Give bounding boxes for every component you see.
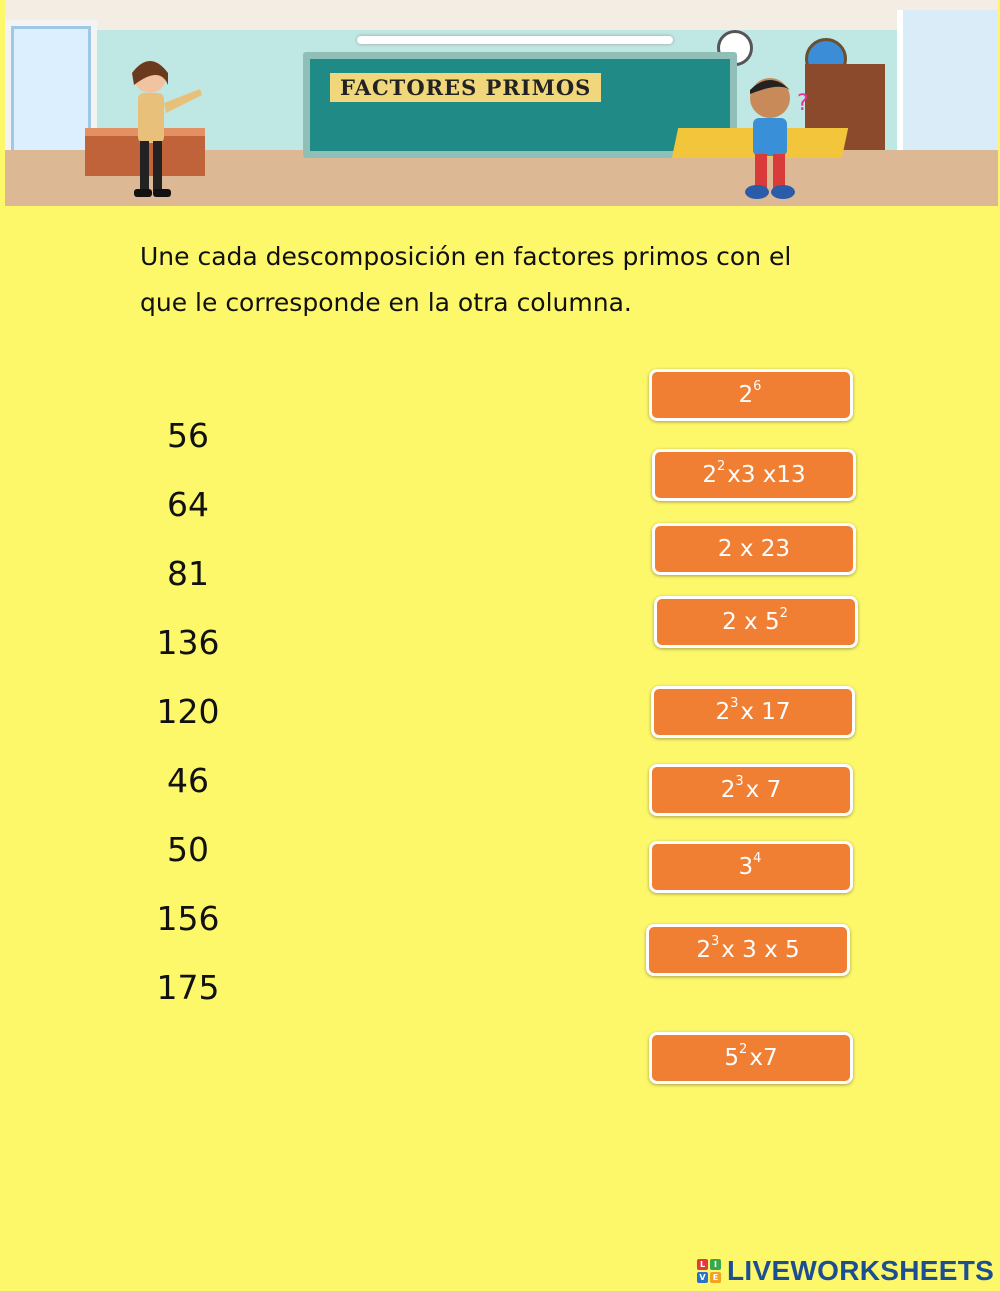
chalkboard: FACTORES PRIMOS xyxy=(303,52,737,158)
number-item: 120 xyxy=(156,692,220,731)
logo-text: LIVEWORKSHEETS xyxy=(727,1255,995,1286)
answer-base: 2 xyxy=(715,699,731,725)
answer-base: 2 xyxy=(738,382,754,408)
answer-exponent: 2 xyxy=(716,458,726,474)
answer-rest: x 3 x 5 xyxy=(721,937,800,963)
answer-rest: x7 xyxy=(749,1045,778,1071)
number-item: 46 xyxy=(167,761,209,800)
number-item: 175 xyxy=(156,968,220,1007)
answer-rest: x3 x13 xyxy=(727,462,806,488)
answer-chip[interactable]: 2 2 x3 x13 xyxy=(652,449,856,501)
logo-letter: E xyxy=(710,1272,721,1283)
answer-base: 3 xyxy=(738,854,754,880)
answer-exponent: 6 xyxy=(753,378,762,394)
logo-letter: V xyxy=(697,1272,708,1283)
instructions-line-1: Une cada descomposición en factores prim… xyxy=(140,242,792,271)
answer-base: 2 x 23 xyxy=(717,536,791,562)
number-item: 136 xyxy=(156,623,220,662)
number-item: 50 xyxy=(167,830,209,869)
number-item: 56 xyxy=(167,416,209,455)
liveworksheets-logo: L I V E LIVEWORKSHEETS xyxy=(697,1255,994,1287)
logo-letter: I xyxy=(710,1259,721,1270)
teacher-illustration xyxy=(132,61,202,197)
logo-mark-icon: L I V E xyxy=(697,1259,721,1283)
banner-wall xyxy=(5,0,998,30)
svg-text:?: ? xyxy=(797,91,809,116)
ceiling-light xyxy=(357,36,673,44)
student-illustration: ? xyxy=(745,78,809,199)
answer-exponent: 2 xyxy=(739,1041,748,1057)
logo-letter: L xyxy=(697,1259,708,1270)
answer-base: 2 xyxy=(696,937,711,963)
answer-exponent: 3 xyxy=(735,773,744,789)
answer-base: 2 xyxy=(720,777,736,803)
number-item: 156 xyxy=(156,899,220,938)
instructions-text: Une cada descomposición en factores prim… xyxy=(140,234,860,326)
answer-chip[interactable]: 2 x 23 xyxy=(652,523,856,575)
answer-rest: x 17 xyxy=(740,699,791,725)
answer-exponent: 4 xyxy=(753,850,762,866)
number-item: 81 xyxy=(167,554,209,593)
header-banner: FACTORES PRIMOS ? xyxy=(5,0,998,206)
answer-rest: x 7 xyxy=(745,777,782,803)
answer-chip[interactable]: 5 2 x7 xyxy=(649,1032,853,1084)
answer-base: 2 xyxy=(702,462,717,488)
banner-title: FACTORES PRIMOS xyxy=(330,73,602,102)
answer-exponent: 2 xyxy=(779,605,788,621)
number-item: 64 xyxy=(167,485,209,524)
answer-base: 2 x 5 xyxy=(722,609,780,635)
instructions-line-2: que le corresponde en la otra columna. xyxy=(140,288,632,317)
answer-base: 5 xyxy=(724,1045,740,1071)
answer-exponent: 3 xyxy=(730,695,739,711)
answer-exponent: 3 xyxy=(710,933,720,949)
